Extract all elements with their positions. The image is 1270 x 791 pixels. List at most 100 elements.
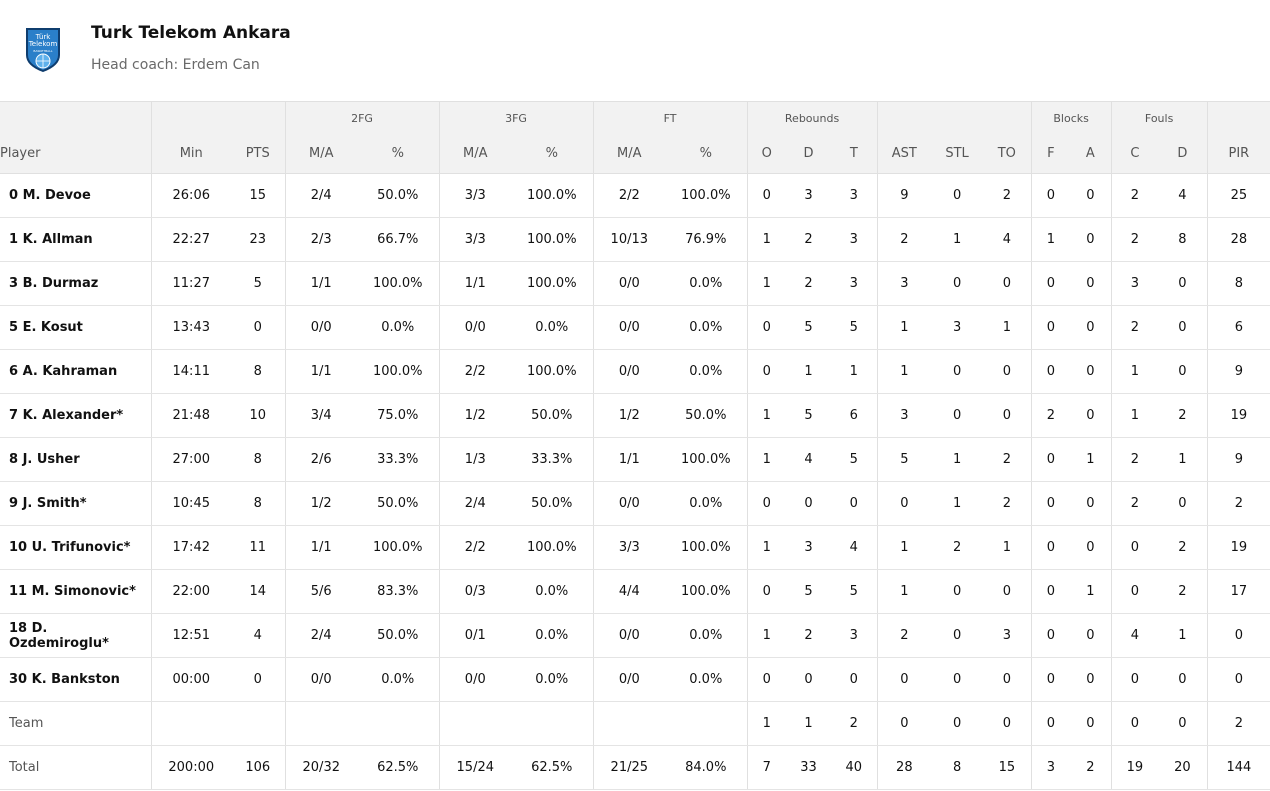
team-logo-icon: Türk Telekom BASKETBALL bbox=[26, 28, 60, 73]
cell-ft-pct: 84.0% bbox=[665, 745, 748, 790]
col-header-ast[interactable]: AST bbox=[876, 134, 932, 174]
col-header-stl[interactable]: STL bbox=[931, 134, 984, 174]
cell-player[interactable]: 6 A. Kahraman bbox=[0, 349, 151, 394]
cell-player[interactable]: 7 K. Alexander* bbox=[0, 393, 151, 438]
cell-pir: 144 bbox=[1206, 745, 1270, 790]
cell-blk-f: 0 bbox=[1030, 657, 1071, 702]
col-header-reb-d[interactable]: D bbox=[786, 134, 832, 174]
cell-blk-f: 0 bbox=[1030, 613, 1071, 658]
cell-reb-d: 3 bbox=[786, 525, 832, 570]
col-header-ft-ma[interactable]: M/A bbox=[592, 134, 666, 174]
cell-2fg-ma: 2/4 bbox=[284, 173, 357, 218]
cell-foul-c: 0 bbox=[1110, 569, 1159, 614]
cell-player[interactable]: 30 K. Bankston bbox=[0, 657, 151, 702]
team-name: Turk Telekom Ankara bbox=[91, 23, 291, 43]
col-header-2fg-pct[interactable]: % bbox=[357, 134, 440, 174]
cell-min: 21:48 bbox=[150, 393, 231, 438]
cell-ft-ma: 2/2 bbox=[592, 173, 666, 218]
cell-pir: 0 bbox=[1206, 657, 1270, 702]
group-header-2fg: 2FG bbox=[284, 101, 440, 134]
col-header-foul-d[interactable]: D bbox=[1158, 134, 1208, 174]
cell-blk-f: 0 bbox=[1030, 261, 1071, 306]
col-header-pir[interactable]: PIR bbox=[1206, 134, 1270, 174]
cell-player[interactable]: 11 M. Simonovic* bbox=[0, 569, 151, 614]
col-header-player[interactable]: Player bbox=[0, 134, 151, 174]
cell-to: 0 bbox=[983, 349, 1032, 394]
cell-2fg-pct: 50.0% bbox=[357, 613, 440, 658]
cell-stl: 0 bbox=[931, 613, 984, 658]
col-header-3fg-pct[interactable]: % bbox=[511, 134, 594, 174]
cell-ft-ma: 1/2 bbox=[592, 393, 666, 438]
cell-player[interactable]: 1 K. Allman bbox=[0, 217, 151, 262]
cell-3fg-pct: 100.0% bbox=[511, 261, 594, 306]
cell-player[interactable]: 8 J. Usher bbox=[0, 437, 151, 482]
cell-3fg-ma: 2/4 bbox=[438, 481, 512, 526]
cell-blk-f: 0 bbox=[1030, 481, 1071, 526]
cell-2fg-pct: 83.3% bbox=[357, 569, 440, 614]
logo-text-telekom: Telekom bbox=[28, 40, 58, 48]
cell-min: 11:27 bbox=[150, 261, 231, 306]
cell-foul-d: 4 bbox=[1158, 173, 1208, 218]
col-header-min[interactable]: Min bbox=[150, 134, 231, 174]
cell-3fg-pct: 0.0% bbox=[511, 613, 594, 658]
cell-player[interactable]: 18 D. Ozdemiroglu* bbox=[0, 613, 151, 658]
cell-pir: 9 bbox=[1206, 437, 1270, 482]
cell-reb-d: 5 bbox=[786, 305, 832, 350]
cell-reb-o: 1 bbox=[746, 217, 787, 262]
cell-player[interactable]: 9 J. Smith* bbox=[0, 481, 151, 526]
cell-3fg-pct: 0.0% bbox=[511, 305, 594, 350]
player-row: 7 K. Alexander* 21:48 10 3/4 75.0% 1/2 50.0% 1/… bbox=[0, 393, 1270, 438]
cell-2fg-ma: 0/0 bbox=[284, 305, 357, 350]
cell-ft-pct: 100.0% bbox=[665, 437, 748, 482]
group-header bbox=[876, 101, 1032, 134]
cell-3fg-pct: 50.0% bbox=[511, 393, 594, 438]
col-header-reb-o[interactable]: O bbox=[746, 134, 787, 174]
cell-pir: 17 bbox=[1206, 569, 1270, 614]
player-row: 30 K. Bankston 00:00 0 0/0 0.0% 0/0 0.0% 0/0 0.0… bbox=[0, 657, 1270, 702]
cell-3fg-ma: 0/0 bbox=[438, 657, 512, 702]
cell-pir: 0 bbox=[1206, 613, 1270, 658]
cell-ft-ma: 21/25 bbox=[592, 745, 666, 790]
cell-ast: 1 bbox=[876, 525, 932, 570]
col-header-foul-c[interactable]: C bbox=[1110, 134, 1159, 174]
cell-reb-d: 3 bbox=[786, 173, 832, 218]
cell-2fg-pct: 75.0% bbox=[357, 393, 440, 438]
cell-blk-a: 0 bbox=[1070, 349, 1112, 394]
cell-reb-o: 1 bbox=[746, 437, 787, 482]
player-row: 8 J. Usher 27:00 8 2/6 33.3% 1/3 33.3% 1/1 100.0… bbox=[0, 437, 1270, 482]
cell-player[interactable]: 0 M. Devoe bbox=[0, 173, 151, 218]
cell-blk-f: 0 bbox=[1030, 305, 1071, 350]
cell-2fg-pct: 33.3% bbox=[357, 437, 440, 482]
cell-foul-d: 1 bbox=[1158, 437, 1208, 482]
player-row: 3 B. Durmaz 11:27 5 1/1 100.0% 1/1 100.0% 0/0 0.… bbox=[0, 261, 1270, 306]
cell-2fg-ma: 1/2 bbox=[284, 481, 357, 526]
cell-3fg-ma: 0/1 bbox=[438, 613, 512, 658]
col-header-reb-t[interactable]: T bbox=[831, 134, 878, 174]
cell-player[interactable]: 3 B. Durmaz bbox=[0, 261, 151, 306]
cell-min: 200:00 bbox=[150, 745, 231, 790]
group-header bbox=[0, 101, 151, 134]
cell-ast: 2 bbox=[876, 613, 932, 658]
col-header-2fg-ma[interactable]: M/A bbox=[284, 134, 357, 174]
cell-reb-d: 5 bbox=[786, 569, 832, 614]
cell-player[interactable]: 10 U. Trifunovic* bbox=[0, 525, 151, 570]
player-row: 5 E. Kosut 13:43 0 0/0 0.0% 0/0 0.0% 0/0 0.0% 0 5 5… bbox=[0, 305, 1270, 350]
col-header-pts[interactable]: PTS bbox=[231, 134, 285, 174]
cell-min bbox=[150, 701, 231, 746]
cell-blk-a: 1 bbox=[1070, 569, 1112, 614]
cell-min: 00:00 bbox=[150, 657, 231, 702]
col-header-3fg-ma[interactable]: M/A bbox=[438, 134, 512, 174]
head-coach: Head coach: Erdem Can bbox=[91, 57, 260, 73]
col-header-ft-pct[interactable]: % bbox=[665, 134, 748, 174]
cell-player[interactable]: 5 E. Kosut bbox=[0, 305, 151, 350]
cell-foul-d: 0 bbox=[1158, 261, 1208, 306]
team-row: Team 1 1 2 0 0 0 0 0 0 0 2 bbox=[0, 701, 1270, 746]
col-header-blk-f[interactable]: F bbox=[1030, 134, 1071, 174]
cell-3fg-pct bbox=[511, 701, 594, 746]
group-header-3fg: 3FG bbox=[438, 101, 594, 134]
cell-stl: 0 bbox=[931, 657, 984, 702]
col-header-to[interactable]: TO bbox=[983, 134, 1032, 174]
col-header-blk-a[interactable]: A bbox=[1070, 134, 1112, 174]
cell-2fg-ma: 2/6 bbox=[284, 437, 357, 482]
cell-stl: 2 bbox=[931, 525, 984, 570]
